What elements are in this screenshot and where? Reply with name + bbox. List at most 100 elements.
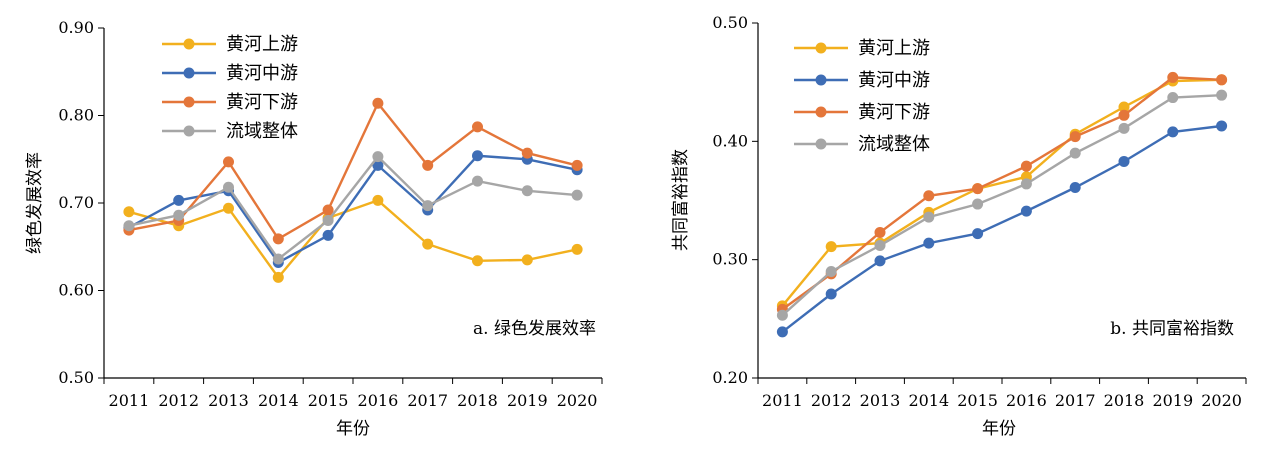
data-point bbox=[521, 254, 533, 266]
series-line-1 bbox=[128, 154, 578, 265]
y-tick-label: 0.50 bbox=[712, 13, 748, 32]
data-point bbox=[472, 121, 483, 133]
data-point bbox=[571, 159, 583, 171]
data-point bbox=[1020, 178, 1032, 190]
data-point bbox=[874, 255, 886, 267]
y-axis-title: 绿色发展效率 bbox=[25, 152, 45, 254]
series-line-3 bbox=[781, 94, 1222, 317]
y-tick-label: 0.50 bbox=[58, 368, 94, 387]
data-point bbox=[521, 147, 533, 159]
data-point bbox=[825, 288, 837, 300]
series-line-2 bbox=[128, 101, 578, 241]
data-point bbox=[173, 194, 185, 206]
data-point bbox=[1118, 155, 1130, 167]
data-point bbox=[372, 159, 384, 171]
series-line-0 bbox=[781, 78, 1222, 307]
series-line-2 bbox=[781, 76, 1222, 311]
x-tick-label: 2017 bbox=[407, 391, 448, 410]
x-tick-label: 2015 bbox=[957, 391, 998, 410]
data-point bbox=[272, 233, 284, 245]
data-point bbox=[1069, 131, 1081, 143]
series-line-1 bbox=[781, 124, 1222, 333]
data-point bbox=[472, 255, 483, 267]
data-point bbox=[923, 190, 935, 202]
y-tick-label: 0.80 bbox=[58, 106, 94, 125]
x-tick-label: 2016 bbox=[358, 391, 399, 410]
y-tick-label: 0.70 bbox=[58, 193, 94, 212]
data-point bbox=[1167, 92, 1179, 104]
data-point bbox=[472, 175, 483, 187]
legend-swatch-marker bbox=[815, 42, 827, 54]
data-point bbox=[874, 226, 886, 238]
data-point bbox=[1118, 101, 1130, 113]
legend-label: 黄河下游 bbox=[858, 102, 930, 123]
data-point bbox=[272, 253, 284, 265]
data-point bbox=[571, 189, 583, 201]
data-point bbox=[372, 151, 384, 163]
x-tick-label: 2019 bbox=[507, 391, 548, 410]
data-point bbox=[1216, 89, 1228, 101]
x-tick-label: 2015 bbox=[308, 391, 349, 410]
chart-common-prosperity: 0.20 0.30 0.40 0.50 2011 2012 2013 2014 2015 2016… bbox=[671, 13, 1247, 439]
x-tick-label: 2011 bbox=[762, 391, 803, 410]
y-tick-label: 0.60 bbox=[58, 281, 94, 300]
data-point bbox=[372, 194, 384, 206]
legend-label: 黄河上游 bbox=[858, 38, 930, 59]
data-point bbox=[1020, 205, 1032, 217]
x-tick-label: 2012 bbox=[811, 391, 852, 410]
x-tick-label: 2018 bbox=[457, 391, 498, 410]
legend-item: 黄河下游 bbox=[794, 102, 930, 123]
data-point bbox=[1216, 74, 1228, 86]
data-point bbox=[1167, 71, 1179, 83]
data-point bbox=[776, 326, 788, 338]
data-point bbox=[123, 220, 135, 232]
data-point bbox=[223, 156, 234, 168]
x-tick-label: 2014 bbox=[258, 391, 299, 410]
panel-caption: b. 共同富裕指数 bbox=[1110, 319, 1234, 339]
legend-item: 黄河中游 bbox=[794, 70, 930, 91]
data-point bbox=[776, 309, 788, 321]
y-tick-label: 0.30 bbox=[712, 250, 748, 269]
y-tick-label: 0.90 bbox=[58, 18, 94, 37]
data-point bbox=[322, 215, 334, 226]
data-point bbox=[972, 198, 984, 210]
legend-label: 黄河上游 bbox=[226, 34, 298, 55]
data-point bbox=[223, 181, 234, 193]
data-point bbox=[571, 243, 583, 255]
x-tick-label: 2014 bbox=[908, 391, 949, 410]
y-axis-title: 共同富裕指数 bbox=[671, 149, 691, 251]
x-tick-label: 2016 bbox=[1006, 391, 1047, 410]
legend-swatch-marker bbox=[815, 106, 827, 118]
x-tick-label: 2018 bbox=[1104, 391, 1145, 410]
legend-swatch-marker bbox=[183, 125, 195, 137]
legend-item: 流域整体 bbox=[162, 121, 298, 142]
data-point bbox=[472, 150, 483, 162]
data-point bbox=[372, 97, 384, 109]
legend-swatch-marker bbox=[183, 38, 195, 50]
series-line-3 bbox=[128, 154, 578, 261]
data-point bbox=[173, 209, 185, 221]
x-tick-label: 2020 bbox=[1201, 391, 1242, 410]
x-tick-label: 2011 bbox=[109, 391, 150, 410]
data-point bbox=[874, 239, 886, 251]
data-point bbox=[825, 266, 837, 277]
data-point bbox=[422, 238, 434, 250]
x-tick-label: 2013 bbox=[860, 391, 901, 410]
data-point bbox=[272, 271, 284, 283]
x-tick-label: 2013 bbox=[208, 391, 249, 410]
legend-label: 黄河下游 bbox=[226, 92, 298, 113]
legend-label: 流域整体 bbox=[858, 134, 930, 155]
data-point bbox=[1069, 147, 1081, 159]
legend-item: 黄河上游 bbox=[794, 38, 930, 59]
data-point bbox=[923, 211, 935, 223]
data-point bbox=[1069, 181, 1081, 193]
legend-swatch-marker bbox=[815, 138, 827, 150]
data-point bbox=[422, 200, 434, 212]
data-point bbox=[322, 229, 334, 241]
data-point bbox=[1118, 109, 1130, 121]
data-point bbox=[1118, 122, 1130, 134]
legend-item: 流域整体 bbox=[794, 134, 930, 155]
series-line-0 bbox=[128, 199, 578, 280]
legend-label: 黄河中游 bbox=[226, 63, 298, 84]
data-point bbox=[1020, 160, 1032, 172]
